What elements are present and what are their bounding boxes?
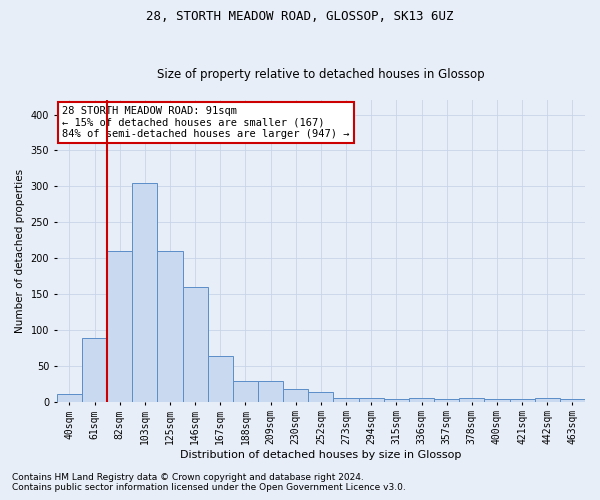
Bar (182, 287, 208, 402)
Bar (132, 182, 157, 402)
Bar (409, 398, 434, 402)
Bar (308, 392, 334, 402)
Text: Contains HM Land Registry data © Crown copyright and database right 2024.
Contai: Contains HM Land Registry data © Crown c… (12, 473, 406, 492)
Bar (233, 382, 258, 402)
Y-axis label: Number of detached properties: Number of detached properties (15, 169, 25, 333)
Bar (509, 398, 535, 402)
Text: 28, STORTH MEADOW ROAD, GLOSSOP, SK13 6UZ: 28, STORTH MEADOW ROAD, GLOSSOP, SK13 6U… (146, 10, 454, 23)
Bar (535, 398, 560, 402)
Bar (459, 398, 484, 402)
Bar (384, 398, 409, 402)
Bar (560, 398, 585, 402)
Bar (208, 356, 233, 402)
Bar (434, 398, 459, 402)
Text: 28 STORTH MEADOW ROAD: 91sqm
← 15% of detached houses are smaller (167)
84% of s: 28 STORTH MEADOW ROAD: 91sqm ← 15% of de… (62, 106, 350, 139)
Bar (258, 382, 283, 402)
Title: Size of property relative to detached houses in Glossop: Size of property relative to detached ho… (157, 68, 485, 81)
X-axis label: Distribution of detached houses by size in Glossop: Distribution of detached houses by size … (180, 450, 461, 460)
Bar (283, 388, 308, 402)
Bar (484, 398, 509, 402)
Bar (334, 398, 359, 402)
Bar (57, 394, 82, 402)
Bar (107, 251, 132, 402)
Bar (82, 338, 107, 402)
Bar (157, 251, 182, 402)
Bar (359, 398, 384, 402)
